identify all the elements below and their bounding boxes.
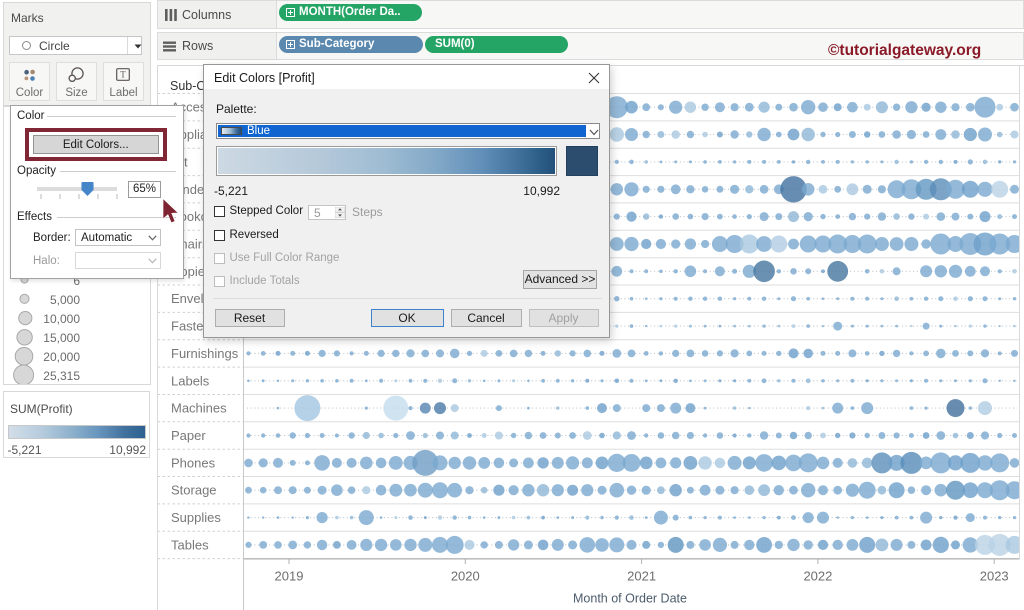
svg-text:Machines: Machines [171,401,227,416]
svg-text:Supplies: Supplies [171,510,221,525]
svg-text:Labels: Labels [171,373,210,388]
svg-text:2022: 2022 [803,569,832,584]
svg-text:Paper: Paper [171,428,206,443]
svg-text:Phones: Phones [171,455,216,470]
svg-text:Furnishings: Furnishings [171,346,239,361]
svg-text:2019: 2019 [275,569,304,584]
svg-text:2021: 2021 [627,569,656,584]
svg-text:Tables: Tables [171,537,209,552]
svg-text:Month of Order Date: Month of Order Date [573,592,687,606]
svg-text:2023: 2023 [980,569,1009,584]
svg-text:Storage: Storage [171,483,217,498]
svg-text:T: T [120,70,126,80]
svg-text:2020: 2020 [451,569,480,584]
